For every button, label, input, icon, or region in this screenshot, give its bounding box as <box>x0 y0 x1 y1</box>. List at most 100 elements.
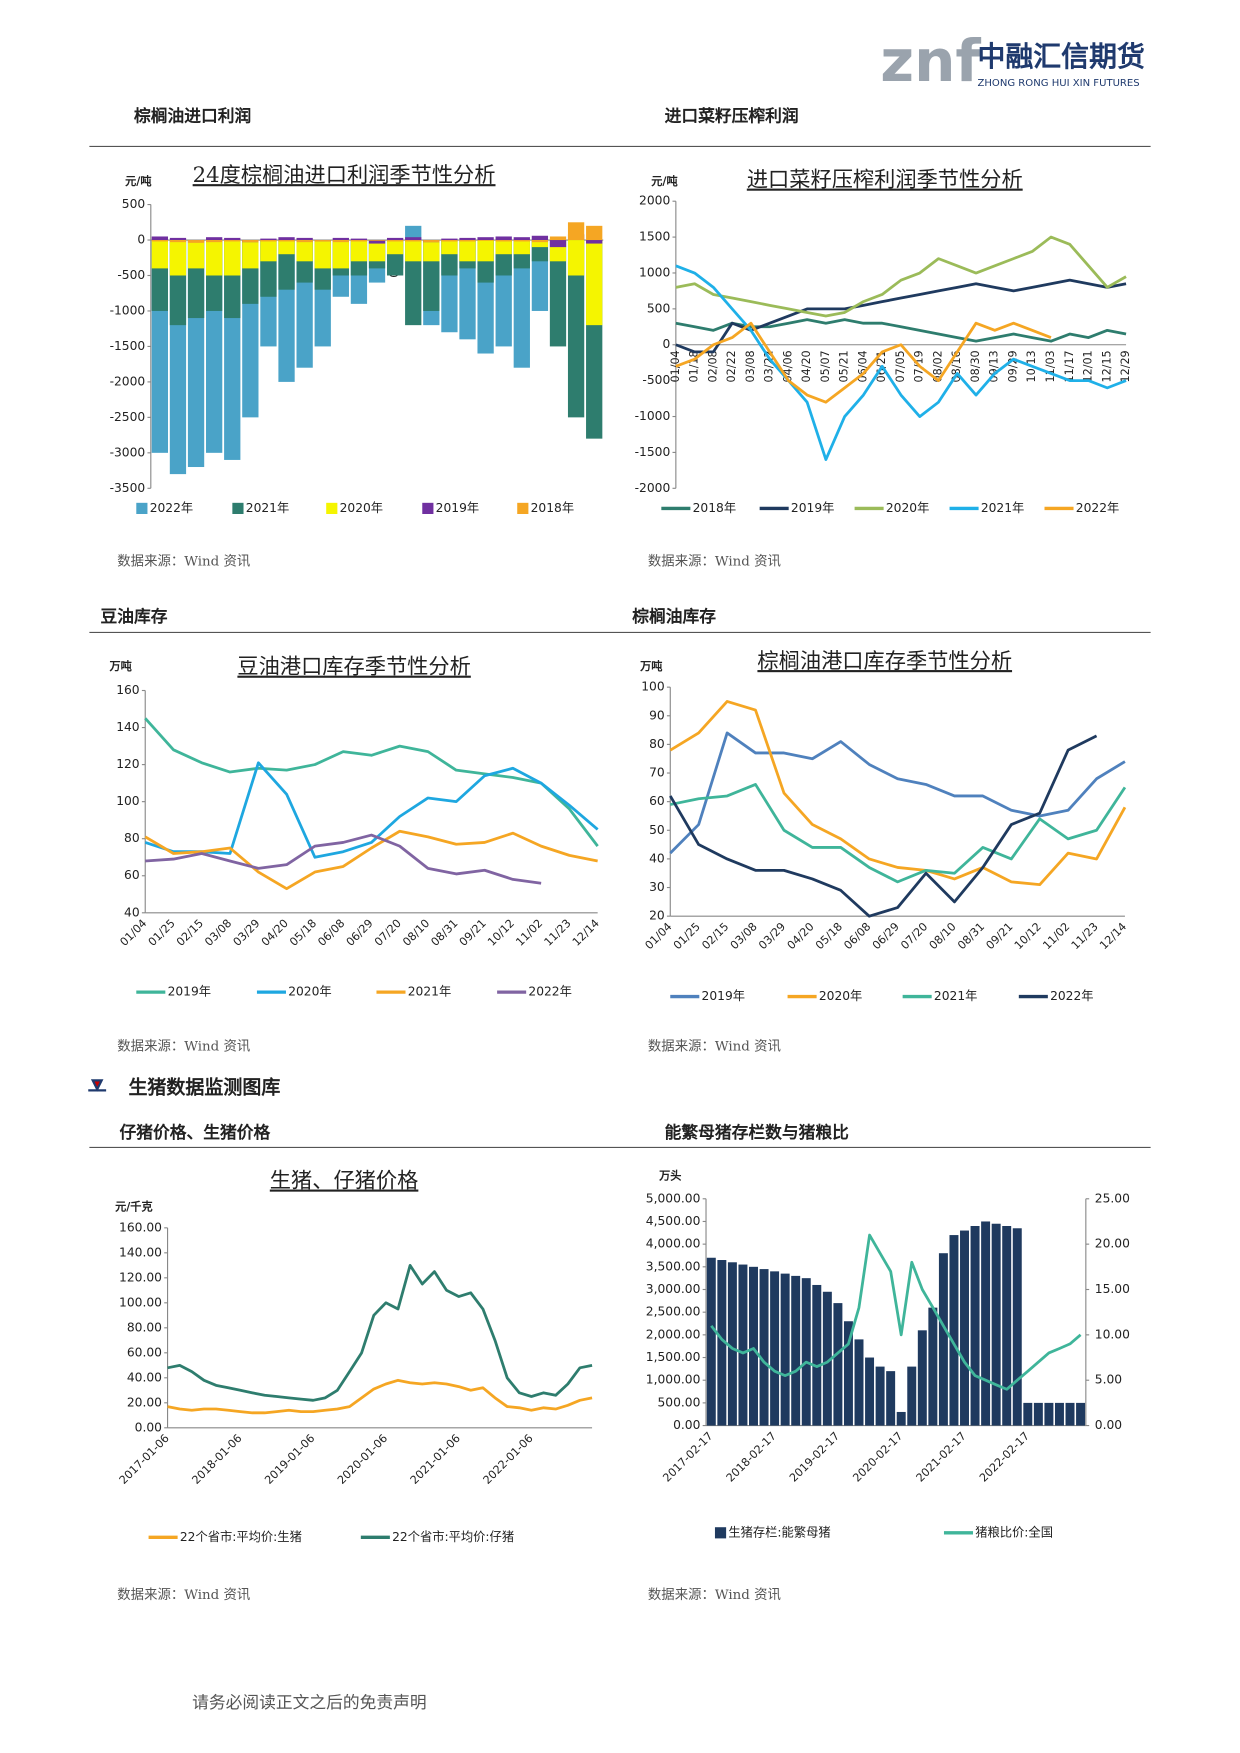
x-tick-label: 06/08 <box>841 920 873 952</box>
bar <box>960 1230 969 1426</box>
bar <box>917 1330 927 1426</box>
bar <box>970 1226 980 1426</box>
bar <box>1076 1402 1086 1426</box>
x-tick-label: 12/14 <box>570 917 602 949</box>
bar <box>386 240 404 242</box>
bar <box>224 240 241 242</box>
x-tick-label: 08/10 <box>400 917 432 949</box>
bar <box>242 240 259 243</box>
logo-en: ZHONG RONG HUI XIN FUTURES <box>977 78 1139 89</box>
bar <box>477 240 494 241</box>
bar <box>991 1223 1001 1426</box>
x-tick-label: 11/23 <box>1069 920 1101 952</box>
x-tick-label: 09/21 <box>457 917 489 949</box>
bar <box>260 240 277 262</box>
bar <box>477 237 494 241</box>
bar <box>549 240 567 347</box>
y-tick-label: 100 <box>116 794 139 808</box>
bar <box>242 240 259 269</box>
line-series <box>669 700 1127 887</box>
x-tick-label: 08/30 <box>969 350 982 382</box>
x-tick-label: 09/21 <box>984 920 1016 952</box>
legend-label: 2020年 <box>819 989 862 1003</box>
x-tick-label: 12/01 <box>1082 350 1095 382</box>
x-tick-label: 2022-01-06 <box>481 1432 536 1487</box>
bar <box>749 1266 758 1426</box>
bar <box>949 1235 959 1426</box>
legend-label: 2021年 <box>246 501 289 515</box>
bar <box>759 1269 769 1426</box>
y-tick-label: 20 <box>649 909 665 923</box>
legend-swatch <box>136 502 148 514</box>
line-series <box>710 1233 1082 1391</box>
bar <box>706 1257 716 1426</box>
bar <box>296 237 313 241</box>
bar <box>812 1284 822 1426</box>
bar <box>549 240 567 248</box>
bar <box>368 240 386 241</box>
source: 数据来源：Wind 资讯 <box>648 554 781 570</box>
x-tick-label: 05/21 <box>838 350 851 382</box>
bar <box>833 1303 843 1426</box>
bar <box>187 240 205 269</box>
bar <box>896 1411 906 1426</box>
bar <box>981 1221 991 1426</box>
y-tick-label: 40.00 <box>127 1370 162 1384</box>
logo-name: 中融汇信期货 <box>977 40 1144 73</box>
axis-unit: 元/吨 <box>651 174 677 188</box>
y2-tick-label: 20.00 <box>1095 1237 1130 1251</box>
y-tick-label: -2500 <box>110 410 146 424</box>
y-tick-label: 100 <box>641 680 664 694</box>
x-tick-label: 12/15 <box>1100 350 1113 382</box>
line-series <box>675 264 1127 461</box>
line-series <box>675 278 1127 354</box>
chart-title: 生猪、仔猪价格 <box>270 1169 419 1194</box>
bar <box>386 237 404 241</box>
bar <box>1002 1226 1012 1426</box>
x-tick-label: 08/31 <box>955 920 987 952</box>
heading: 能繁母猪存栏数与猪粮比 <box>665 1122 850 1142</box>
x-tick-label: 2019-02-17 <box>787 1430 842 1485</box>
y-tick-label: 80.00 <box>127 1320 162 1334</box>
x-tick-label: 11/03 <box>1044 350 1057 382</box>
x-tick-label: 02/15 <box>174 917 206 949</box>
legend-label: 生猪存栏:能繁母猪 <box>728 1524 830 1539</box>
bar <box>151 236 169 241</box>
bar <box>260 240 277 242</box>
x-tick-label: 2021-01-06 <box>408 1432 463 1487</box>
x-tick-label: 03/29 <box>756 920 788 952</box>
bar <box>405 225 422 241</box>
x-tick-label: 01/04 <box>669 350 682 382</box>
legend-label: 2021年 <box>934 989 977 1003</box>
source: 数据来源：Wind 资讯 <box>117 1587 250 1603</box>
line-series <box>145 833 542 885</box>
x-tick-label: 11/02 <box>513 917 545 949</box>
heading: 棕榈油库存 <box>632 606 716 626</box>
x-tick-label: 03/08 <box>202 917 234 949</box>
y-tick-label: 160.00 <box>119 1220 162 1234</box>
bar <box>151 240 169 242</box>
x-tick-label: 06/08 <box>315 917 347 949</box>
x-tick-label: 2021-02-17 <box>914 1430 969 1485</box>
section-icon <box>88 1079 107 1092</box>
legend-label: 2018年 <box>531 501 574 515</box>
y-tick-label: 40 <box>649 851 665 865</box>
bar <box>459 237 476 241</box>
x-tick-label: 09/29 <box>1007 350 1020 382</box>
bar <box>260 238 277 241</box>
bar <box>801 1278 811 1426</box>
y-tick-label: -3000 <box>110 445 146 459</box>
y2-tick-label: 25.00 <box>1095 1191 1130 1205</box>
bar <box>350 240 368 262</box>
bar <box>405 240 422 262</box>
y-tick-label: 120 <box>116 757 139 771</box>
x-tick-label: 01/25 <box>146 917 178 949</box>
line-series <box>144 761 599 859</box>
legend-swatch <box>517 502 529 514</box>
bar <box>278 237 295 241</box>
bar <box>332 237 349 241</box>
bar <box>513 240 530 242</box>
bar <box>1023 1402 1033 1426</box>
x-tick-label: 03/22 <box>763 350 776 382</box>
y-tick-label: 2,000.00 <box>646 1327 701 1341</box>
